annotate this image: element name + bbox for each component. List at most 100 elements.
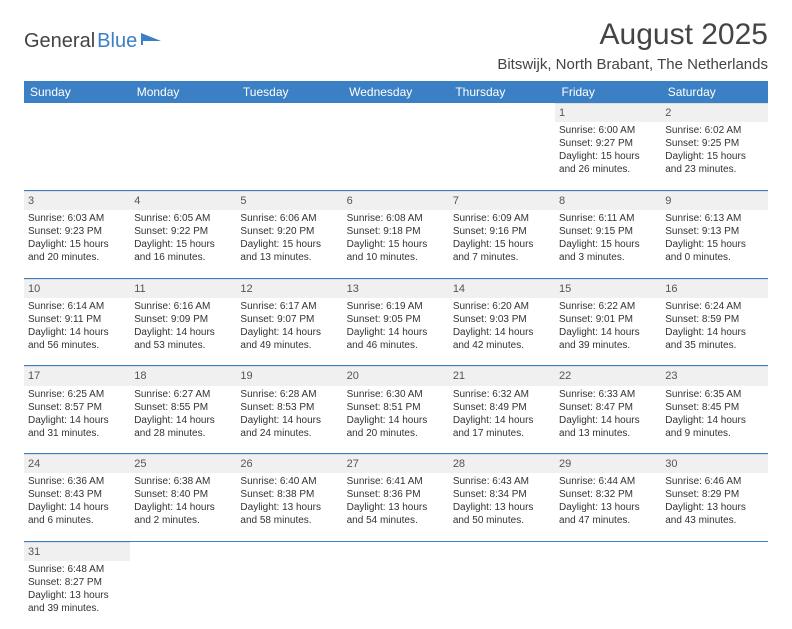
sunrise-line: Sunrise: 6:25 AM	[28, 388, 126, 401]
sunrise-line: Sunrise: 6:13 AM	[665, 212, 763, 225]
day-number: 14	[449, 279, 555, 298]
daynum-cell: 26	[236, 454, 342, 474]
daylight-line: Daylight: 15 hours and 3 minutes.	[559, 238, 657, 264]
sunrise-line: Sunrise: 6:44 AM	[559, 475, 657, 488]
day-cell	[449, 122, 555, 190]
day-number	[449, 542, 555, 546]
day-content: Sunrise: 6:22 AMSunset: 9:01 PMDaylight:…	[559, 300, 657, 352]
day-number	[555, 542, 661, 546]
daynum-cell: 6	[343, 190, 449, 210]
day-number: 7	[449, 191, 555, 210]
daylight-line: Daylight: 14 hours and 28 minutes.	[134, 414, 232, 440]
sunset-line: Sunset: 9:11 PM	[28, 313, 126, 326]
daynum-cell: 2	[661, 103, 767, 122]
daynum-row: 31	[24, 541, 768, 561]
calendar-table: SundayMondayTuesdayWednesdayThursdayFrid…	[24, 81, 768, 629]
daynum-cell	[130, 541, 236, 561]
daynum-cell	[449, 541, 555, 561]
sunset-line: Sunset: 9:13 PM	[665, 225, 763, 238]
day-content: Sunrise: 6:06 AMSunset: 9:20 PMDaylight:…	[240, 212, 338, 264]
day-content: Sunrise: 6:40 AMSunset: 8:38 PMDaylight:…	[240, 475, 338, 527]
daynum-cell	[343, 541, 449, 561]
sunset-line: Sunset: 9:18 PM	[347, 225, 445, 238]
day-cell: Sunrise: 6:28 AMSunset: 8:53 PMDaylight:…	[236, 386, 342, 454]
week-row: Sunrise: 6:03 AMSunset: 9:23 PMDaylight:…	[24, 210, 768, 278]
daynum-cell: 9	[661, 190, 767, 210]
sunrise-line: Sunrise: 6:05 AM	[134, 212, 232, 225]
day-cell	[449, 561, 555, 629]
sunrise-line: Sunrise: 6:24 AM	[665, 300, 763, 313]
sunrise-line: Sunrise: 6:14 AM	[28, 300, 126, 313]
day-content: Sunrise: 6:03 AMSunset: 9:23 PMDaylight:…	[28, 212, 126, 264]
day-number: 1	[555, 103, 661, 122]
daynum-cell: 25	[130, 454, 236, 474]
daynum-cell: 11	[130, 278, 236, 298]
day-number	[236, 542, 342, 546]
daylight-line: Daylight: 14 hours and 6 minutes.	[28, 501, 126, 527]
day-header: Monday	[130, 81, 236, 103]
day-cell: Sunrise: 6:48 AMSunset: 8:27 PMDaylight:…	[24, 561, 130, 629]
daynum-cell: 22	[555, 366, 661, 386]
day-content: Sunrise: 6:20 AMSunset: 9:03 PMDaylight:…	[453, 300, 551, 352]
sunset-line: Sunset: 8:57 PM	[28, 401, 126, 414]
day-content: Sunrise: 6:24 AMSunset: 8:59 PMDaylight:…	[665, 300, 763, 352]
day-content: Sunrise: 6:28 AMSunset: 8:53 PMDaylight:…	[240, 388, 338, 440]
sunrise-line: Sunrise: 6:33 AM	[559, 388, 657, 401]
day-cell: Sunrise: 6:02 AMSunset: 9:25 PMDaylight:…	[661, 122, 767, 190]
daynum-cell	[343, 103, 449, 122]
day-number: 19	[236, 366, 342, 385]
daylight-line: Daylight: 14 hours and 17 minutes.	[453, 414, 551, 440]
sunset-line: Sunset: 8:40 PM	[134, 488, 232, 501]
sunrise-line: Sunrise: 6:02 AM	[665, 124, 763, 137]
week-row: Sunrise: 6:14 AMSunset: 9:11 PM Daylight:…	[24, 298, 768, 366]
day-cell: Sunrise: 6:44 AMSunset: 8:32 PMDaylight:…	[555, 473, 661, 541]
daynum-cell: 27	[343, 454, 449, 474]
day-number: 25	[130, 454, 236, 473]
day-cell	[343, 561, 449, 629]
day-content: Sunrise: 6:05 AMSunset: 9:22 PMDaylight:…	[134, 212, 232, 264]
day-content: Sunrise: 6:48 AMSunset: 8:27 PMDaylight:…	[28, 563, 126, 615]
daylight-line: Daylight: 14 hours and 13 minutes.	[559, 414, 657, 440]
day-number: 21	[449, 366, 555, 385]
daynum-cell	[236, 541, 342, 561]
daynum-cell: 17	[24, 366, 130, 386]
sunrise-line: Sunrise: 6:35 AM	[665, 388, 763, 401]
sunrise-line: Sunrise: 6:17 AM	[240, 300, 338, 313]
day-number: 2	[661, 103, 767, 122]
day-header: Tuesday	[236, 81, 342, 103]
sunrise-line: Sunrise: 6:43 AM	[453, 475, 551, 488]
sunrise-line: Sunrise: 6:03 AM	[28, 212, 126, 225]
day-number: 10	[24, 279, 130, 298]
day-number: 22	[555, 366, 661, 385]
sunrise-line: Sunrise: 6:20 AM	[453, 300, 551, 313]
sunrise-line: Sunrise: 6:19 AM	[347, 300, 445, 313]
sunset-line: Sunset: 9:15 PM	[559, 225, 657, 238]
day-header-row: SundayMondayTuesdayWednesdayThursdayFrid…	[24, 81, 768, 103]
daylight-line: Daylight: 15 hours and 26 minutes.	[559, 150, 657, 176]
sunset-line: Sunset: 8:45 PM	[665, 401, 763, 414]
daylight-line: Daylight: 15 hours and 7 minutes.	[453, 238, 551, 264]
day-number	[130, 542, 236, 546]
day-cell: Sunrise: 6:17 AMSunset: 9:07 PMDaylight:…	[236, 298, 342, 366]
daynum-cell	[236, 103, 342, 122]
daylight-line: Daylight: 13 hours and 54 minutes.	[347, 501, 445, 527]
daylight-line: Daylight: 14 hours and 39 minutes.	[559, 326, 657, 352]
daynum-cell: 4	[130, 190, 236, 210]
sunset-line: Sunset: 8:27 PM	[28, 576, 126, 589]
week-row: Sunrise: 6:48 AMSunset: 8:27 PMDaylight:…	[24, 561, 768, 629]
day-content: Sunrise: 6:09 AMSunset: 9:16 PMDaylight:…	[453, 212, 551, 264]
day-content: Sunrise: 6:44 AMSunset: 8:32 PMDaylight:…	[559, 475, 657, 527]
day-number: 31	[24, 542, 130, 561]
sunrise-line: Sunrise: 6:06 AM	[240, 212, 338, 225]
daynum-cell: 14	[449, 278, 555, 298]
day-cell: Sunrise: 6:14 AMSunset: 9:11 PMDaylight:…	[24, 298, 130, 366]
sunset-line: Sunset: 8:29 PM	[665, 488, 763, 501]
day-cell: Sunrise: 6:30 AMSunset: 8:51 PMDaylight:…	[343, 386, 449, 454]
day-number	[343, 542, 449, 546]
daylight-line: Daylight: 14 hours and 31 minutes.	[28, 414, 126, 440]
sunset-line: Sunset: 9:01 PM	[559, 313, 657, 326]
sunset-line: Sunset: 8:43 PM	[28, 488, 126, 501]
sunset-line: Sunset: 8:53 PM	[240, 401, 338, 414]
sunset-line: Sunset: 8:49 PM	[453, 401, 551, 414]
daynum-cell: 8	[555, 190, 661, 210]
